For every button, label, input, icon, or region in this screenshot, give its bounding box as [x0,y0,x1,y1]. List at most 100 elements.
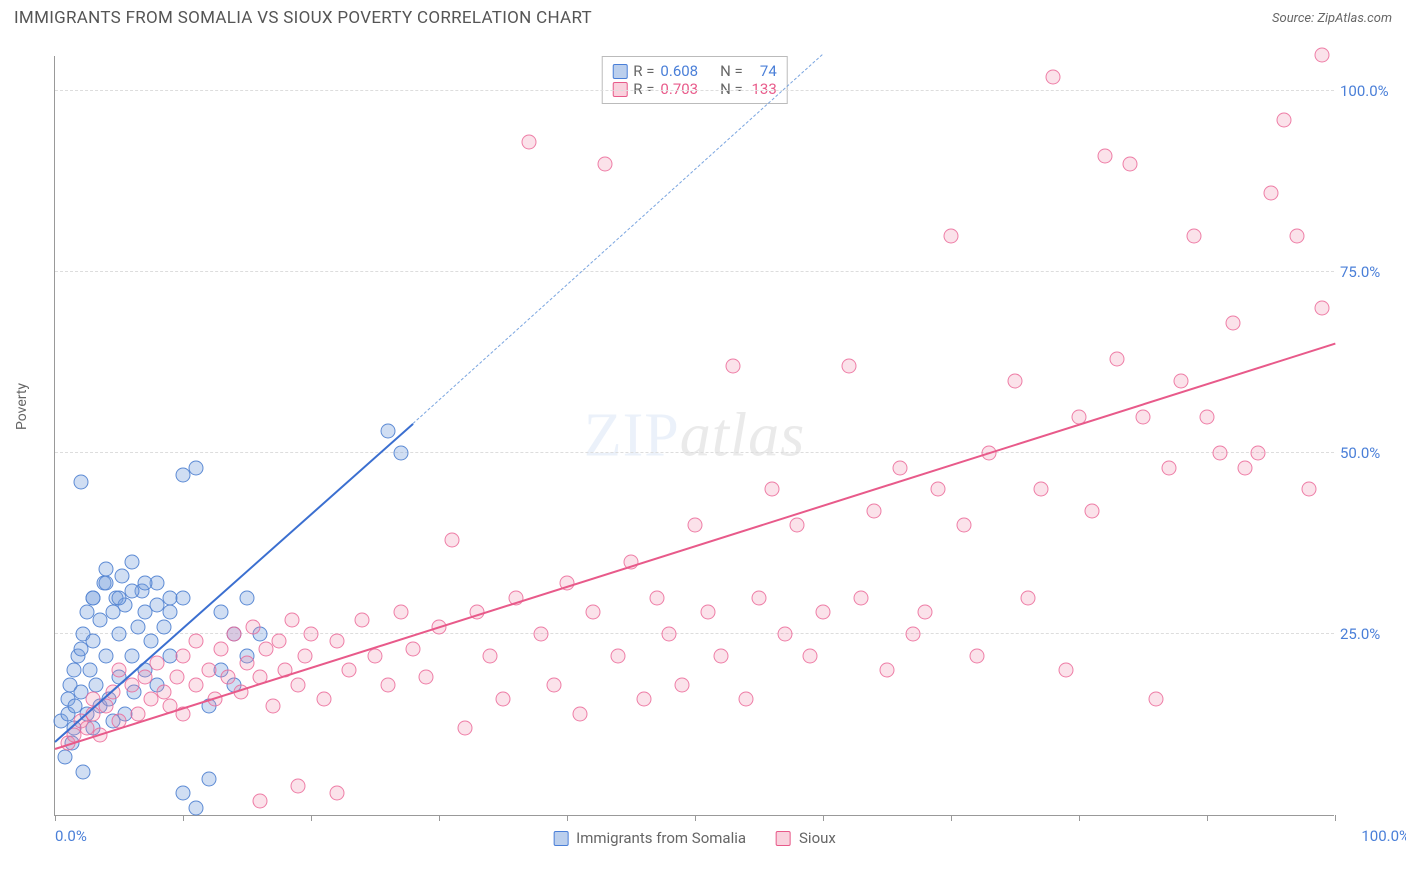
x-tick [567,815,568,821]
data-point [1136,409,1151,424]
legend-item: Immigrants from Somalia [553,829,746,847]
legend-swatch [553,831,568,846]
data-point [1046,69,1061,84]
legend-label: Sioux [799,829,836,847]
data-point [227,627,242,642]
data-point [297,648,312,663]
data-point [969,648,984,663]
x-tick [55,815,56,821]
x-tick [951,815,952,821]
legend-swatch [612,64,627,79]
data-point [214,641,229,656]
data-point [1200,409,1215,424]
data-point [1161,460,1176,475]
data-point [144,634,159,649]
data-point [816,605,831,620]
data-point [329,786,344,801]
data-point [156,684,171,699]
legend-swatch [776,831,791,846]
gridline-h [55,90,1334,91]
data-point [150,656,165,671]
data-point [169,670,184,685]
data-point [944,228,959,243]
data-point [457,721,472,736]
data-point [368,648,383,663]
data-point [1110,352,1125,367]
data-point [201,771,216,786]
data-point [1123,156,1138,171]
x-tick [1207,815,1208,821]
y-axis-label: Poverty [14,383,30,430]
n-value: 133 [749,80,777,98]
data-point [1084,504,1099,519]
data-point [956,518,971,533]
data-point [1059,663,1074,678]
source-value: ZipAtlas.com [1317,11,1392,26]
r-label: R = [633,80,654,98]
data-point [188,677,203,692]
data-point [86,590,101,605]
data-point [73,475,88,490]
y-tick-label: 100.0% [1340,82,1406,100]
gridline-h [55,271,1334,272]
data-point [240,656,255,671]
data-point [188,800,203,815]
data-point [892,460,907,475]
data-point [1251,446,1266,461]
data-point [777,627,792,642]
data-point [220,670,235,685]
data-point [284,612,299,627]
scatter-chart: ZIPatlas R =0.608N =74R =0.703N =133 Imm… [54,56,1334,816]
data-point [329,634,344,649]
x-tick-label-start: 0.0% [55,827,87,845]
x-tick [823,815,824,821]
data-point [176,648,191,663]
data-point [841,359,856,374]
x-tick [695,815,696,821]
watermark-atlas: atlas [680,401,806,469]
r-value: 0.703 [660,80,698,98]
data-point [156,619,171,634]
data-point [58,750,73,765]
data-point [483,648,498,663]
data-point [752,590,767,605]
legend-swatch [612,82,627,97]
watermark: ZIPatlas [584,400,806,471]
data-point [611,648,626,663]
data-point [99,561,114,576]
data-point [905,627,920,642]
data-point [176,786,191,801]
x-tick [183,815,184,821]
data-point [176,590,191,605]
data-point [272,634,287,649]
data-point [803,648,818,663]
data-point [67,663,82,678]
gridline-h [55,452,1334,453]
data-point [380,677,395,692]
data-point [124,554,139,569]
data-point [1302,482,1317,497]
data-point [291,779,306,794]
chart-title: IMMIGRANTS FROM SOMALIA VS SIOUX POVERTY… [14,8,592,28]
data-point [739,692,754,707]
data-point [131,619,146,634]
data-point [1289,228,1304,243]
data-point [163,605,178,620]
data-point [150,576,165,591]
data-point [931,482,946,497]
y-tick-label: 75.0% [1340,263,1406,281]
data-point [764,482,779,497]
data-point [188,460,203,475]
data-point [291,677,306,692]
data-point [112,663,127,678]
correlation-legend: R =0.608N =74R =0.703N =133 [601,56,788,104]
data-point [393,605,408,620]
data-point [585,605,600,620]
data-point [675,677,690,692]
data-point [547,677,562,692]
legend-row: R =0.608N =74 [612,62,777,80]
data-point [688,518,703,533]
data-point [790,518,805,533]
data-point [713,648,728,663]
data-point [99,576,114,591]
